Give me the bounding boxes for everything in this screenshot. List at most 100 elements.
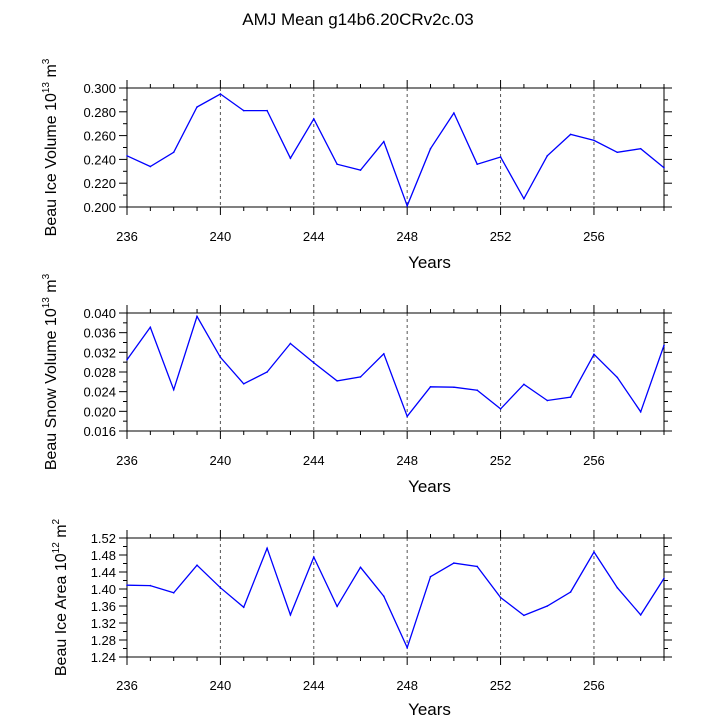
data-point (359, 376, 362, 378)
data-point (383, 140, 385, 143)
y-axis-label-unit-exponent: 3 (41, 273, 52, 279)
data-point (453, 386, 455, 389)
x-axis-label: Years (408, 700, 451, 717)
y-tick-label: 0.260 (83, 129, 116, 144)
y-axis-label: Beau Snow Volume 1013 m3 (41, 273, 60, 470)
chart-panel-2: 236 240 244 248 252 256 0.016 0.020 0.024 0.028 0.… (41, 273, 672, 496)
y-axis-label-text: Beau Snow Volume 10 (43, 308, 60, 470)
data-point (266, 547, 268, 549)
y-tick-label: 1.32 (91, 616, 116, 631)
plot-frame (126, 312, 665, 432)
y-tick-label: 1.52 (91, 531, 116, 546)
data-point (499, 156, 502, 158)
data-point (639, 147, 642, 150)
x-tick-label: 236 (116, 678, 138, 693)
y-tick-label: 0.220 (83, 176, 116, 191)
x-tick-label: 252 (490, 229, 512, 244)
data-point (546, 399, 549, 402)
x-tick-label: 248 (396, 453, 418, 468)
data-point (616, 376, 619, 379)
data-point (406, 646, 408, 649)
y-tick-label: 0.036 (83, 326, 116, 341)
data-point (242, 606, 245, 609)
y-tick-label: 1.28 (91, 633, 116, 648)
x-tick-label: 244 (303, 229, 325, 244)
data-point (523, 197, 525, 200)
data-point (616, 151, 619, 154)
data-point (149, 165, 152, 168)
data-point (429, 385, 432, 388)
data-point (383, 353, 385, 355)
x-tick-label: 256 (583, 453, 605, 468)
data-point (429, 147, 432, 150)
data-point (406, 415, 408, 418)
y-tick-label: 0.040 (83, 306, 116, 321)
x-tick-label: 244 (303, 453, 325, 468)
y-tick-label: 1.40 (91, 582, 116, 597)
x-tick-label: 240 (210, 229, 232, 244)
chart-panel-1: 236 240 244 248 252 256 0.200 0.220 0.240 0.260 0.… (41, 58, 672, 272)
data-point (359, 566, 362, 569)
data-point (476, 389, 479, 391)
y-axis-label: Beau Ice Area 1012 m2 (51, 518, 70, 676)
x-tick-label: 252 (490, 678, 512, 693)
y-axis-label-exponent: 12 (51, 542, 62, 554)
data-point (336, 605, 338, 608)
y-tick-label: 0.300 (83, 81, 116, 96)
data-point (476, 163, 479, 165)
y-tick-label: 1.36 (91, 599, 116, 614)
data-point (312, 118, 315, 120)
data-point (546, 605, 549, 607)
data-point (196, 106, 198, 108)
data-point (663, 344, 665, 347)
data-point (336, 380, 338, 382)
data-point (126, 358, 128, 361)
data-point (569, 591, 572, 593)
y-axis-label-exponent: 13 (41, 297, 52, 309)
series-line (126, 546, 665, 650)
data-point (289, 342, 292, 345)
x-tick-label: 240 (210, 453, 232, 468)
y-axis-label: Beau Ice Volume 1013 m3 (41, 58, 60, 236)
y-axis-label-unit-exponent: 3 (41, 58, 52, 64)
data-point (172, 151, 175, 154)
data-point (593, 139, 595, 142)
y-axis-label-unit: m (53, 524, 70, 542)
data-point (289, 157, 292, 160)
x-axis-label: Years (408, 477, 451, 496)
data-point (266, 371, 268, 373)
series-line (126, 93, 665, 208)
data-point (639, 411, 642, 413)
data-point (523, 614, 525, 617)
x-tick-label: 236 (116, 229, 138, 244)
y-axis-label-unit: m (43, 64, 60, 82)
data-point (429, 575, 432, 578)
data-point (499, 596, 502, 599)
data-point (523, 383, 525, 386)
x-tick-label: 248 (396, 229, 418, 244)
data-point (639, 614, 642, 616)
x-tick-label: 240 (210, 678, 232, 693)
data-point (219, 586, 222, 589)
chart-panel-3: 236 240 244 248 252 256 1.24 1.28 1.32 1.36 1.40 1.… (51, 518, 672, 717)
y-tick-label: 0.280 (83, 105, 116, 120)
data-point (663, 577, 665, 580)
x-tick-label: 256 (583, 678, 605, 693)
y-axis-label-text: Beau Ice Volume 10 (43, 93, 60, 236)
x-tick-label: 236 (116, 453, 138, 468)
data-point (242, 109, 245, 112)
y-tick-label: 0.240 (83, 152, 116, 167)
y-tick-label: 0.028 (83, 365, 116, 380)
series-line (126, 314, 665, 418)
data-point (336, 163, 338, 165)
y-axis-label-unit-exponent: 2 (51, 518, 62, 524)
data-point (196, 315, 198, 318)
data-point (289, 614, 292, 616)
y-axis-label-unit: m (43, 279, 60, 297)
y-tick-label: 0.200 (83, 200, 116, 215)
y-axis-label-text: Beau Ice Area 10 (53, 553, 70, 676)
x-tick-label: 256 (583, 229, 605, 244)
data-point (126, 155, 128, 157)
plot-frame (126, 87, 665, 208)
y-axis-label-exponent: 13 (41, 82, 52, 94)
